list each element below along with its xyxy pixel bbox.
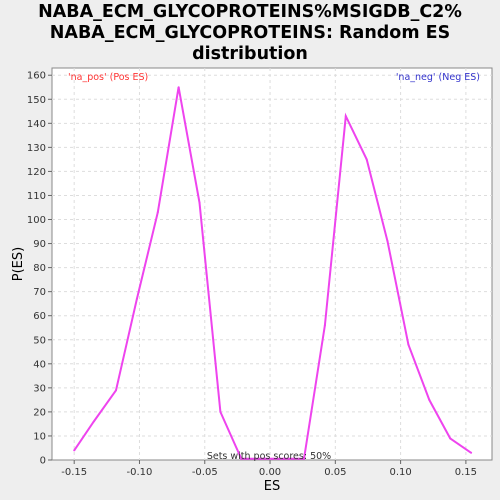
y-tick-label: 120 xyxy=(27,167,46,178)
data-point xyxy=(407,343,410,346)
data-point xyxy=(135,297,138,300)
x-axis-label: ES xyxy=(264,479,280,494)
data-point xyxy=(198,201,201,204)
chart-title-line-3: distribution xyxy=(192,44,308,64)
y-tick-label: 130 xyxy=(27,143,46,154)
y-tick-label: 50 xyxy=(33,335,46,346)
chart-title-line-2: NABA_ECM_GLYCOPROTEINS: Random ES xyxy=(49,23,451,43)
plot-area xyxy=(51,67,493,461)
data-point xyxy=(323,324,326,327)
data-point xyxy=(344,115,347,118)
y-tick-label: 0 xyxy=(40,456,46,467)
y-tick-label: 30 xyxy=(33,383,46,394)
data-point xyxy=(428,398,431,401)
x-tick-label: -0.05 xyxy=(192,467,218,478)
data-point xyxy=(302,457,305,460)
y-tick-label: 80 xyxy=(33,263,46,274)
y-axis: 0 10 20 30 40 50 60 70 80 90 100 110 120 130 140 150 160 xyxy=(27,71,52,467)
legend-neg: 'na_neg' (Neg ES) xyxy=(396,72,480,83)
data-points xyxy=(73,86,473,460)
x-tick-label: 0.00 xyxy=(259,467,281,478)
data-point xyxy=(449,437,452,440)
chart-title-line-1: NABA_ECM_GLYCOPROTEINS%MSIGDB_C2% xyxy=(38,2,462,22)
series-line xyxy=(73,87,472,460)
data-point xyxy=(365,158,368,161)
y-tick-label: 70 xyxy=(33,287,46,298)
data-point xyxy=(470,451,473,454)
data-point xyxy=(386,240,389,243)
y-tick-label: 60 xyxy=(33,311,46,322)
x-tick-label: 0.10 xyxy=(389,467,411,478)
y-tick-label: 90 xyxy=(33,239,46,250)
data-point xyxy=(219,410,222,413)
x-tick-label: 0.15 xyxy=(455,467,477,478)
data-point xyxy=(261,457,264,460)
grid-lines xyxy=(52,68,492,460)
data-point xyxy=(114,389,117,392)
y-tick-label: 40 xyxy=(33,359,46,370)
x-axis: -0.15 -0.10 -0.05 0.00 0.05 0.10 0.15 xyxy=(61,460,477,478)
chart-title: NABA_ECM_GLYCOPROTEINS%MSIGDB_C2% NABA_E… xyxy=(0,2,500,65)
legend-pos: 'na_pos' (Pos ES) xyxy=(68,72,148,83)
y-tick-label: 140 xyxy=(27,119,46,130)
data-point xyxy=(92,420,95,423)
y-tick-label: 110 xyxy=(27,191,46,202)
data-point xyxy=(240,457,243,460)
data-point xyxy=(156,211,159,214)
y-axis-label: P(ES) xyxy=(11,247,26,281)
data-point xyxy=(177,86,180,89)
pos-score-annotation: Sets with pos scores: 50% xyxy=(207,451,331,462)
y-tick-label: 100 xyxy=(27,215,46,226)
data-point xyxy=(282,457,285,460)
x-tick-label: -0.15 xyxy=(61,467,87,478)
y-tick-label: 150 xyxy=(27,95,46,106)
data-point xyxy=(73,449,76,452)
y-tick-label: 160 xyxy=(27,71,46,82)
x-tick-label: -0.10 xyxy=(127,467,153,478)
y-tick-label: 20 xyxy=(33,407,46,418)
x-tick-label: 0.05 xyxy=(324,467,346,478)
y-tick-label: 10 xyxy=(33,431,46,442)
